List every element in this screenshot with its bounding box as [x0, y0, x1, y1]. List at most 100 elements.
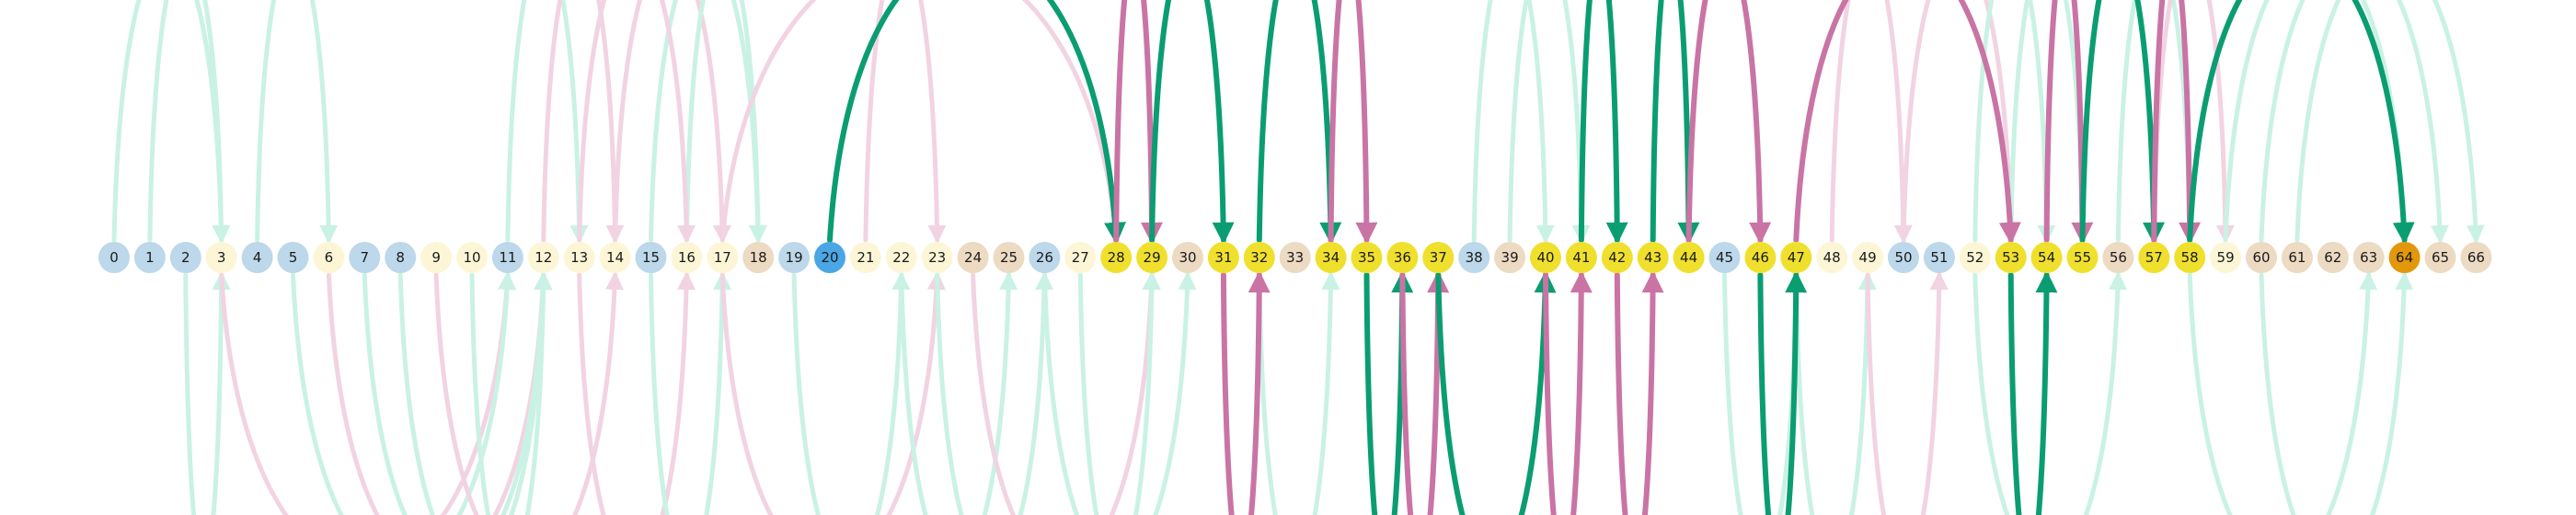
- node-48: 48: [1816, 242, 1847, 273]
- node-label: 66: [2467, 249, 2485, 266]
- edge-20-to-28: [830, 0, 1116, 240]
- node-50: 50: [1888, 242, 1919, 273]
- node-35: 35: [1351, 242, 1383, 273]
- node-15: 15: [636, 242, 667, 273]
- edge-32-to-34: [1259, 0, 1331, 240]
- node-label: 17: [714, 249, 731, 266]
- edge-44-to-46: [1689, 0, 1761, 240]
- edge-26-to-30: [1044, 275, 1188, 515]
- node-label: 33: [1286, 249, 1304, 266]
- node-46: 46: [1744, 242, 1776, 273]
- node-6: 6: [313, 242, 344, 273]
- node-47: 47: [1780, 242, 1811, 273]
- edge-17-to-28: [722, 0, 1116, 240]
- node-19: 19: [778, 242, 810, 273]
- node-11: 11: [492, 242, 523, 273]
- node-label: 54: [2038, 249, 2055, 266]
- node-label: 43: [1644, 249, 1662, 266]
- node-label: 56: [2110, 249, 2127, 266]
- node-53: 53: [1995, 242, 2027, 273]
- node-label: 37: [1430, 249, 1447, 266]
- edge-2-to-3: [186, 275, 222, 515]
- node-label: 32: [1250, 249, 1268, 266]
- node-label: 3: [217, 249, 226, 266]
- edge-34-to-35: [1331, 0, 1367, 240]
- node-label: 14: [606, 249, 624, 266]
- node-20: 20: [814, 242, 845, 273]
- node-56: 56: [2102, 242, 2133, 273]
- node-label: 31: [1214, 249, 1232, 266]
- node-26: 26: [1029, 242, 1060, 273]
- node-10: 10: [456, 242, 488, 273]
- node-29: 29: [1136, 242, 1167, 273]
- node-label: 52: [1966, 249, 1984, 266]
- node-44: 44: [1673, 242, 1705, 273]
- node-32: 32: [1244, 242, 1275, 273]
- edge-1-to-3: [150, 0, 222, 240]
- edge-0-to-3: [114, 0, 222, 240]
- edge-60-to-65: [2261, 0, 2441, 240]
- node-label: 62: [2324, 249, 2341, 266]
- edge-60-to-64: [2261, 275, 2405, 515]
- node-label: 1: [145, 249, 155, 266]
- node-label: 10: [463, 249, 480, 266]
- node-label: 63: [2360, 249, 2377, 266]
- edge-59-to-64: [2225, 0, 2405, 240]
- node-label: 44: [1680, 249, 1697, 266]
- edge-37-to-40: [1438, 275, 1546, 515]
- node-label: 24: [964, 249, 982, 266]
- node-label: 19: [786, 249, 803, 266]
- node-21: 21: [850, 242, 881, 273]
- node-63: 63: [2353, 242, 2385, 273]
- node-label: 12: [535, 249, 552, 266]
- node-label: 47: [1788, 249, 1805, 266]
- node-label: 38: [1466, 249, 1483, 266]
- node-59: 59: [2210, 242, 2241, 273]
- node-label: 57: [2145, 249, 2163, 266]
- node-label: 48: [1823, 249, 1841, 266]
- edge-9-to-14: [436, 275, 615, 515]
- node-51: 51: [1924, 242, 1955, 273]
- node-5: 5: [278, 242, 309, 273]
- node-36: 36: [1386, 242, 1418, 273]
- edge-40-to-41: [1546, 275, 1581, 515]
- node-label: 15: [642, 249, 660, 266]
- node-42: 42: [1602, 242, 1633, 273]
- node-27: 27: [1064, 242, 1096, 273]
- node-49: 49: [1852, 242, 1883, 273]
- edge-49-to-51: [1868, 275, 1939, 515]
- node-12: 12: [528, 242, 559, 273]
- node-label: 28: [1108, 249, 1125, 266]
- node-label: 5: [289, 249, 298, 266]
- node-label: 53: [2002, 249, 2019, 266]
- node-label: 16: [678, 249, 696, 266]
- node-24: 24: [958, 242, 989, 273]
- edge-48-to-50: [1832, 0, 1903, 240]
- node-30: 30: [1172, 242, 1203, 273]
- edge-4-to-6: [258, 0, 329, 240]
- edge-28-to-29: [1116, 0, 1152, 240]
- node-33: 33: [1280, 242, 1311, 273]
- node-4: 4: [242, 242, 273, 273]
- node-label: 2: [181, 249, 190, 266]
- node-label: 42: [1608, 249, 1626, 266]
- node-label: 22: [892, 249, 910, 266]
- node-label: 11: [499, 249, 516, 266]
- node-37: 37: [1422, 242, 1454, 273]
- node-41: 41: [1566, 242, 1597, 273]
- node-label: 30: [1179, 249, 1196, 266]
- node-label: 59: [2217, 249, 2235, 266]
- node-label: 55: [2074, 249, 2091, 266]
- edge-29-to-31: [1152, 0, 1224, 240]
- node-label: 21: [857, 249, 874, 266]
- edge-7-to-12: [364, 275, 544, 515]
- node-58: 58: [2174, 242, 2205, 273]
- node-label: 61: [2288, 249, 2306, 266]
- edge-13-to-16: [580, 275, 687, 515]
- node-label: 51: [1930, 249, 1948, 266]
- node-3: 3: [206, 242, 237, 273]
- node-label: 0: [109, 249, 119, 266]
- node-label: 46: [1752, 249, 1769, 266]
- node-8: 8: [385, 242, 416, 273]
